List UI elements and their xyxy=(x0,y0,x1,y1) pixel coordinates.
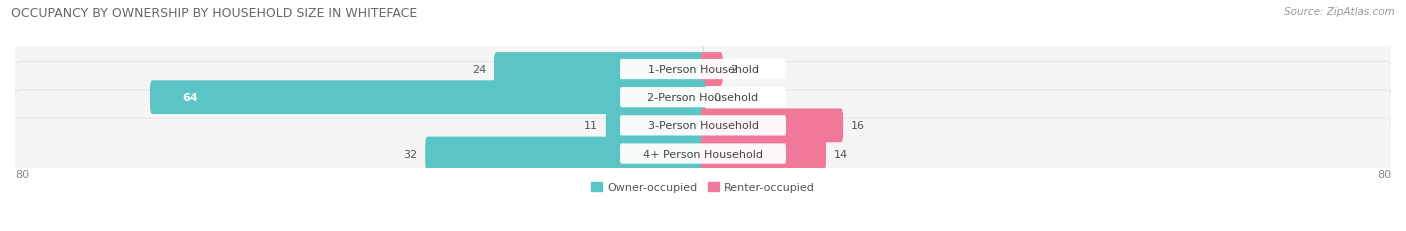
Text: 16: 16 xyxy=(851,121,865,131)
Text: OCCUPANCY BY OWNERSHIP BY HOUSEHOLD SIZE IN WHITEFACE: OCCUPANCY BY OWNERSHIP BY HOUSEHOLD SIZE… xyxy=(11,7,418,20)
FancyBboxPatch shape xyxy=(700,53,723,87)
Text: 3-Person Household: 3-Person Household xyxy=(648,121,758,131)
FancyBboxPatch shape xyxy=(13,91,1393,161)
Text: 64: 64 xyxy=(183,93,198,103)
Legend: Owner-occupied, Renter-occupied: Owner-occupied, Renter-occupied xyxy=(592,182,814,192)
FancyBboxPatch shape xyxy=(700,109,844,143)
Text: 80: 80 xyxy=(15,169,30,179)
FancyBboxPatch shape xyxy=(13,62,1393,133)
FancyBboxPatch shape xyxy=(494,53,706,87)
FancyBboxPatch shape xyxy=(425,137,706,171)
FancyBboxPatch shape xyxy=(700,137,825,171)
Text: Source: ZipAtlas.com: Source: ZipAtlas.com xyxy=(1284,7,1395,17)
FancyBboxPatch shape xyxy=(150,81,706,115)
Text: 1-Person Household: 1-Person Household xyxy=(648,65,758,75)
Text: 11: 11 xyxy=(583,121,598,131)
Text: 2: 2 xyxy=(731,65,738,75)
FancyBboxPatch shape xyxy=(13,34,1393,105)
FancyBboxPatch shape xyxy=(620,60,786,80)
Text: 80: 80 xyxy=(1376,169,1391,179)
Text: 0: 0 xyxy=(713,93,720,103)
Text: 32: 32 xyxy=(404,149,418,159)
FancyBboxPatch shape xyxy=(13,119,1393,189)
Text: 4+ Person Household: 4+ Person Household xyxy=(643,149,763,159)
FancyBboxPatch shape xyxy=(620,116,786,136)
Text: 14: 14 xyxy=(834,149,848,159)
FancyBboxPatch shape xyxy=(606,109,706,143)
FancyBboxPatch shape xyxy=(620,88,786,108)
Text: 24: 24 xyxy=(472,65,486,75)
Text: 2-Person Household: 2-Person Household xyxy=(647,93,759,103)
FancyBboxPatch shape xyxy=(620,144,786,164)
